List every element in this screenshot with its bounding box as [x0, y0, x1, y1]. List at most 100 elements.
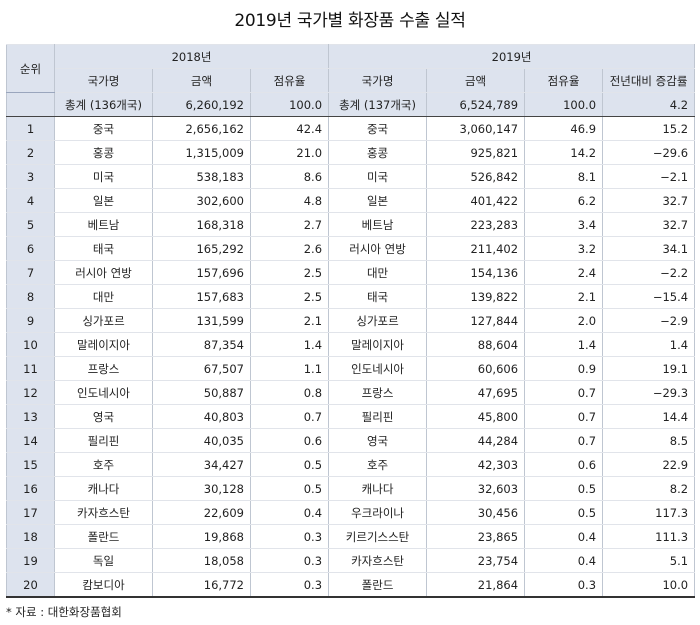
amount-2019-cell: 32,603 — [426, 476, 526, 501]
table-row: 3 미국 538,183 8.6 미국 526,842 8.1 −2.1 — [6, 164, 696, 189]
rank-cell: 13 — [6, 404, 55, 429]
total-amount-2018: 6,260,192 — [152, 92, 251, 117]
share-2018-cell: 2.5 — [249, 284, 330, 309]
amount-2019-cell: 3,060,147 — [426, 116, 526, 141]
share-2019-cell: 0.7 — [524, 428, 604, 453]
table-row: 2 홍콩 1,315,009 21.0 홍콩 925,821 14.2 −29.6 — [6, 140, 696, 165]
share-2018-cell: 0.8 — [249, 380, 330, 405]
country-2018-cell: 영국 — [54, 404, 153, 429]
amount-2019-cell: 30,456 — [426, 500, 526, 525]
country-2018-cell: 캄보디아 — [54, 572, 153, 598]
table-row: 8 대만 157,683 2.5 태국 139,822 2.1 −15.4 — [6, 284, 696, 309]
table-row: 1 중국 2,656,162 42.4 중국 3,060,147 46.9 15.2 — [6, 116, 696, 141]
rank-cell: 14 — [6, 428, 55, 453]
total-country-2019: 총계 (137개국) — [328, 92, 428, 117]
country-2018-cell: 중국 — [54, 116, 153, 141]
table-row: 18 폴란드 19,868 0.3 키르기스스탄 23,865 0.4 111.3 — [6, 524, 696, 549]
country-2019-cell: 베트남 — [328, 212, 428, 237]
rank-cell: 11 — [6, 356, 55, 381]
share-2019-cell: 0.6 — [524, 452, 604, 477]
table-row: 15 호주 34,427 0.5 호주 42,303 0.6 22.9 — [6, 452, 696, 477]
share-2018-cell: 1.4 — [249, 332, 330, 357]
growth-cell: 117.3 — [602, 500, 696, 525]
country-2019-cell: 필리핀 — [328, 404, 428, 429]
amount-2019-cell: 127,844 — [426, 308, 526, 333]
col-country-2018: 국가명 — [54, 68, 153, 93]
amount-2018-cell: 538,183 — [152, 164, 251, 189]
amount-2019-cell: 401,422 — [426, 188, 526, 213]
country-2018-cell: 홍콩 — [54, 140, 153, 165]
growth-cell: −2.2 — [602, 260, 696, 285]
table-row: 13 영국 40,803 0.7 필리핀 45,800 0.7 14.4 — [6, 404, 696, 429]
country-2019-cell: 카자흐스탄 — [328, 548, 428, 573]
growth-cell: 111.3 — [602, 524, 696, 549]
amount-2019-cell: 223,283 — [426, 212, 526, 237]
growth-cell: −15.4 — [602, 284, 696, 309]
country-2019-cell: 일본 — [328, 188, 428, 213]
share-2019-cell: 6.2 — [524, 188, 604, 213]
country-2019-cell: 홍콩 — [328, 140, 428, 165]
amount-2019-cell: 21,864 — [426, 572, 526, 598]
col-amount-2019: 금액 — [426, 68, 526, 93]
amount-2019-cell: 23,754 — [426, 548, 526, 573]
country-2019-cell: 태국 — [328, 284, 428, 309]
country-2019-cell: 캐나다 — [328, 476, 428, 501]
total-row: 총계 (136개국) 6,260,192 100.0 총계 (137개국) 6,… — [6, 92, 696, 117]
amount-2019-cell: 211,402 — [426, 236, 526, 261]
col-share-2018: 점유율 — [249, 68, 330, 93]
country-2019-cell: 싱가포르 — [328, 308, 428, 333]
amount-2019-cell: 925,821 — [426, 140, 526, 165]
amount-2019-cell: 45,800 — [426, 404, 526, 429]
country-2018-cell: 폴란드 — [54, 524, 153, 549]
share-2019-cell: 1.4 — [524, 332, 604, 357]
amount-2018-cell: 30,128 — [152, 476, 251, 501]
country-2019-cell: 키르기스스탄 — [328, 524, 428, 549]
share-2019-cell: 8.1 — [524, 164, 604, 189]
country-2018-cell: 카자흐스탄 — [54, 500, 153, 525]
growth-cell: 10.0 — [602, 572, 696, 598]
rank-cell: 18 — [6, 524, 55, 549]
amount-2018-cell: 50,887 — [152, 380, 251, 405]
share-2019-cell: 3.2 — [524, 236, 604, 261]
share-2019-cell: 2.0 — [524, 308, 604, 333]
table-row: 11 프랑스 67,507 1.1 인도네시아 60,606 0.9 19.1 — [6, 356, 696, 381]
table-row: 6 태국 165,292 2.6 러시아 연방 211,402 3.2 34.1 — [6, 236, 696, 261]
growth-cell: 1.4 — [602, 332, 696, 357]
table-body: 순위 2018년 2019년 국가명 금액 점유율 국가명 금액 점유율 전년대… — [6, 44, 696, 598]
growth-cell: 32.7 — [602, 212, 696, 237]
amount-2018-cell: 1,315,009 — [152, 140, 251, 165]
amount-2018-cell: 302,600 — [152, 188, 251, 213]
country-2019-cell: 미국 — [328, 164, 428, 189]
header-year-row: 순위 2018년 2019년 — [6, 44, 696, 93]
total-growth: 4.2 — [602, 92, 696, 117]
table-row: 19 독일 18,058 0.3 카자흐스탄 23,754 0.4 5.1 — [6, 548, 696, 573]
country-2019-cell: 인도네시아 — [328, 356, 428, 381]
col-growth-2019: 전년대비 증감률 — [602, 68, 696, 93]
share-2018-cell: 2.5 — [249, 260, 330, 285]
table-row: 5 베트남 168,318 2.7 베트남 223,283 3.4 32.7 — [6, 212, 696, 237]
amount-2018-cell: 40,035 — [152, 428, 251, 453]
share-2019-cell: 3.4 — [524, 212, 604, 237]
share-2019-cell: 0.7 — [524, 404, 604, 429]
country-2018-cell: 캐나다 — [54, 476, 153, 501]
rank-cell: 12 — [6, 380, 55, 405]
rank-cell: 6 — [6, 236, 55, 261]
amount-2018-cell: 2,656,162 — [152, 116, 251, 141]
country-2019-cell: 러시아 연방 — [328, 236, 428, 261]
country-2019-cell: 중국 — [328, 116, 428, 141]
col-amount-2018: 금액 — [152, 68, 251, 93]
share-2018-cell: 2.7 — [249, 212, 330, 237]
amount-2019-cell: 44,284 — [426, 428, 526, 453]
country-2018-cell: 싱가포르 — [54, 308, 153, 333]
rank-cell: 15 — [6, 452, 55, 477]
share-2019-cell: 46.9 — [524, 116, 604, 141]
growth-cell: 14.4 — [602, 404, 696, 429]
total-share-2018: 100.0 — [249, 92, 330, 117]
rank-cell: 17 — [6, 500, 55, 525]
table-row: 10 말레이지아 87,354 1.4 말레이지아 88,604 1.4 1.4 — [6, 332, 696, 357]
growth-cell: −29.3 — [602, 380, 696, 405]
rank-cell: 16 — [6, 476, 55, 501]
table-row: 9 싱가포르 131,599 2.1 싱가포르 127,844 2.0 −2.9 — [6, 308, 696, 333]
country-2018-cell: 인도네시아 — [54, 380, 153, 405]
rank-cell: 19 — [6, 548, 55, 573]
